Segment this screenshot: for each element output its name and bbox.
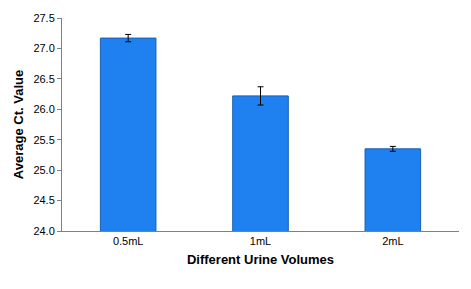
svg-text:25.0: 25.0	[33, 164, 54, 176]
svg-text:1mL: 1mL	[250, 235, 271, 247]
svg-text:27.5: 27.5	[33, 12, 54, 24]
svg-text:26.5: 26.5	[33, 73, 54, 85]
svg-text:Average Ct. Value: Average Ct. Value	[11, 70, 26, 179]
svg-text:24.0: 24.0	[33, 225, 54, 237]
svg-text:2mL: 2mL	[382, 235, 403, 247]
svg-text:26.0: 26.0	[33, 103, 54, 115]
svg-text:Different Urine Volumes: Different Urine Volumes	[187, 252, 334, 267]
svg-text:24.5: 24.5	[33, 194, 54, 206]
svg-text:0.5mL: 0.5mL	[113, 235, 144, 247]
svg-text:25.5: 25.5	[33, 134, 54, 146]
svg-text:27.0: 27.0	[33, 42, 54, 54]
